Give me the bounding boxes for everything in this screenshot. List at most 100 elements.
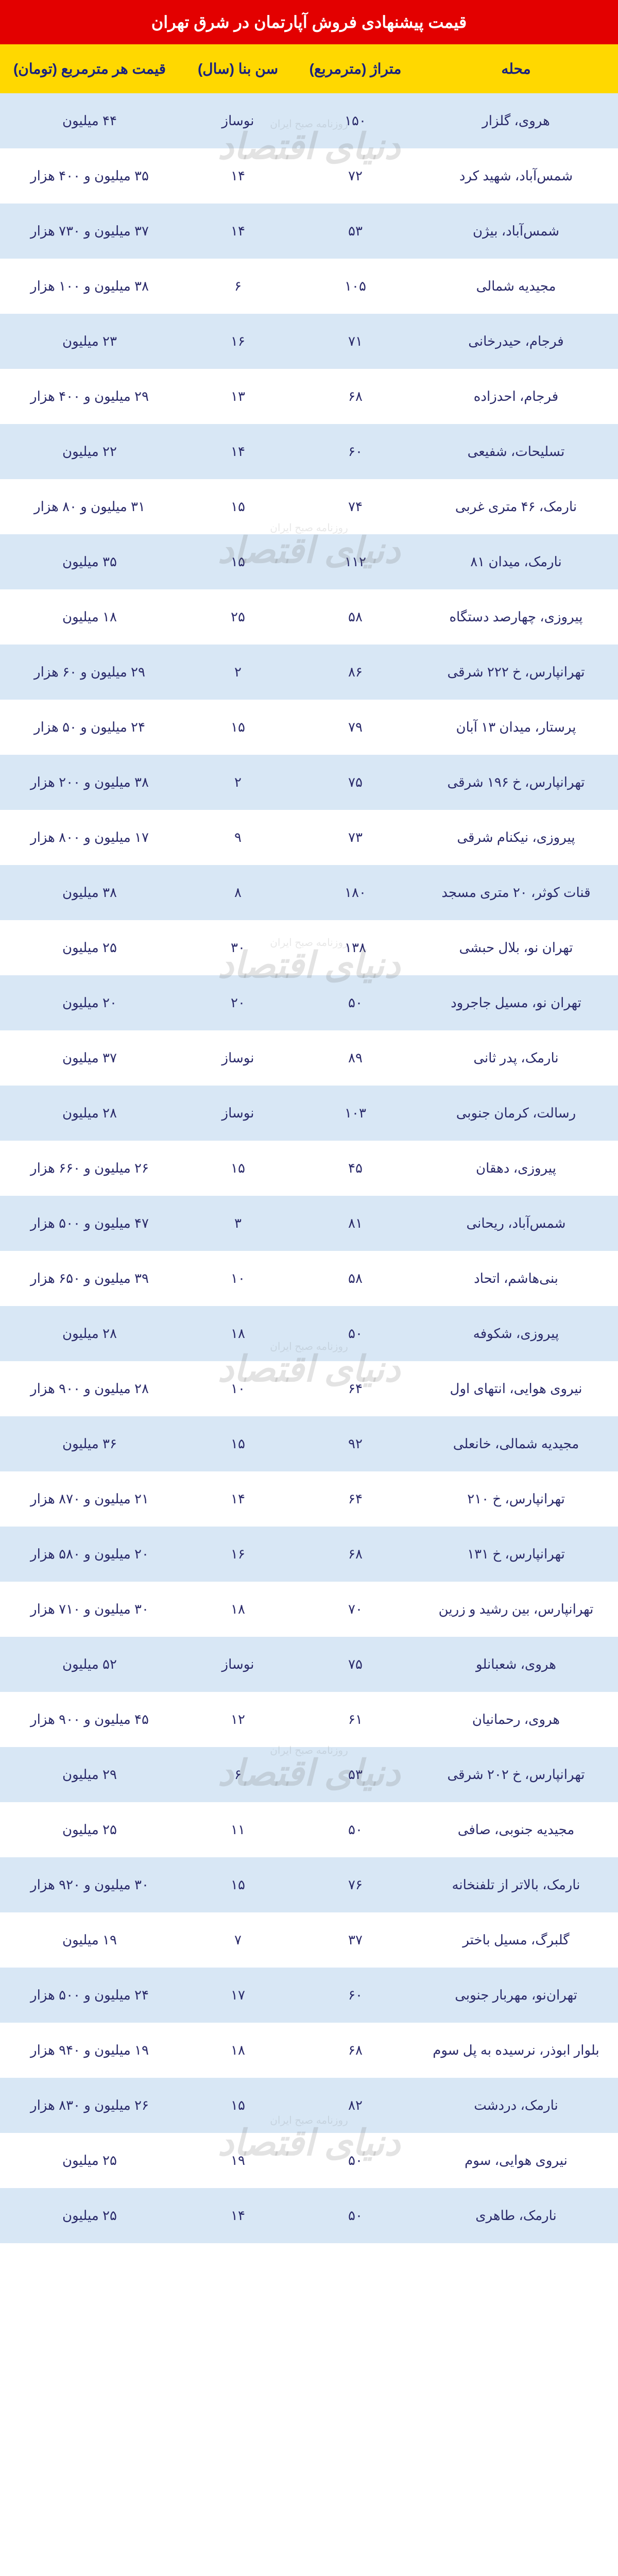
cell-gheymat: ۳۶ میلیون [0, 1416, 179, 1471]
table-row: مجیدیه جنوبی، صافی۵۰۱۱۲۵ میلیون [0, 1802, 618, 1857]
cell-mahalle: نیروی هوایی، سوم [414, 2133, 618, 2188]
cell-mahalle: تهرانپارس، خ ۱۹۶ شرقی [414, 755, 618, 810]
cell-gheymat: ۲۹ میلیون و ۶۰ هزار [0, 645, 179, 700]
cell-sen: ۱۴ [179, 2188, 297, 2243]
cell-gheymat: ۱۷ میلیون و ۸۰۰ هزار [0, 810, 179, 865]
cell-sen: نوساز [179, 93, 297, 148]
table-row: مجیدیه شمالی، خانعلی۹۲۱۵۳۶ میلیون [0, 1416, 618, 1471]
cell-mahalle: تهرانپارس، خ ۲۲۲ شرقی [414, 645, 618, 700]
cell-metrazh: ۷۳ [297, 810, 414, 865]
cell-sen: ۱۴ [179, 148, 297, 204]
cell-metrazh: ۴۵ [297, 1141, 414, 1196]
cell-metrazh: ۵۸ [297, 589, 414, 645]
cell-gheymat: ۲۲ میلیون [0, 424, 179, 479]
table-row: مجیدیه شمالی۱۰۵۶۳۸ میلیون و ۱۰۰ هزار [0, 259, 618, 314]
cell-metrazh: ۷۱ [297, 314, 414, 369]
table-row: پیروزی، نیکنام شرقی۷۳۹۱۷ میلیون و ۸۰۰ هز… [0, 810, 618, 865]
cell-mahalle: مجیدیه شمالی [414, 259, 618, 314]
cell-metrazh: ۶۴ [297, 1361, 414, 1416]
table-row: نارمک، طاهری۵۰۱۴۲۵ میلیون [0, 2188, 618, 2243]
cell-mahalle: بلوار ابوذر، نرسیده به پل سوم [414, 2023, 618, 2078]
cell-sen: ۱۴ [179, 424, 297, 479]
price-table: محله متراژ (مترمربع) سن بنا (سال) قیمت ه… [0, 44, 618, 2243]
table-row: نیروی هوایی، سوم۵۰۱۹۲۵ میلیون [0, 2133, 618, 2188]
table-row: پرستار، میدان ۱۳ آبان۷۹۱۵۲۴ میلیون و ۵۰ … [0, 700, 618, 755]
cell-mahalle: مجیدیه جنوبی، صافی [414, 1802, 618, 1857]
cell-sen: ۲۰ [179, 975, 297, 1030]
table-row: گلبرگ، مسیل باختر۳۷۷۱۹ میلیون [0, 1912, 618, 1968]
table-row: شمس‌آباد، ریحانی۸۱۳۴۷ میلیون و ۵۰۰ هزار [0, 1196, 618, 1251]
header-metrazh: متراژ (مترمربع) [297, 44, 414, 93]
cell-gheymat: ۲۴ میلیون و ۵۰۰ هزار [0, 1968, 179, 2023]
cell-metrazh: ۱۰۳ [297, 1086, 414, 1141]
cell-gheymat: ۲۸ میلیون و ۹۰۰ هزار [0, 1361, 179, 1416]
table-row: شمس‌آباد، بیژن۵۳۱۴۳۷ میلیون و ۷۳۰ هزار [0, 204, 618, 259]
cell-sen: ۱۰ [179, 1251, 297, 1306]
cell-sen: ۱۰ [179, 1361, 297, 1416]
cell-gheymat: ۳۱ میلیون و ۸۰ هزار [0, 479, 179, 534]
header-row: محله متراژ (مترمربع) سن بنا (سال) قیمت ه… [0, 44, 618, 93]
cell-mahalle: تهران نو، بلال حبشی [414, 920, 618, 975]
cell-metrazh: ۵۳ [297, 1747, 414, 1802]
cell-mahalle: تهرانپارس، خ ۱۳۱ [414, 1527, 618, 1582]
cell-mahalle: رسالت، کرمان جنوبی [414, 1086, 618, 1141]
cell-gheymat: ۳۷ میلیون [0, 1030, 179, 1086]
table-row: هروی، شعبانلو۷۵نوساز۵۲ میلیون [0, 1637, 618, 1692]
table-row: شمس‌آباد، شهید کرد۷۲۱۴۳۵ میلیون و ۴۰۰ هز… [0, 148, 618, 204]
cell-gheymat: ۴۴ میلیون [0, 93, 179, 148]
cell-metrazh: ۱۰۵ [297, 259, 414, 314]
cell-gheymat: ۳۵ میلیون [0, 534, 179, 589]
cell-metrazh: ۶۸ [297, 369, 414, 424]
cell-gheymat: ۲۰ میلیون [0, 975, 179, 1030]
cell-mahalle: شمس‌آباد، شهید کرد [414, 148, 618, 204]
cell-metrazh: ۷۵ [297, 755, 414, 810]
table-row: بنی‌هاشم، اتحاد۵۸۱۰۳۹ میلیون و ۶۵۰ هزار [0, 1251, 618, 1306]
table-row: تهران نو، بلال حبشی۱۳۸۳۰۲۵ میلیون [0, 920, 618, 975]
cell-metrazh: ۶۱ [297, 1692, 414, 1747]
cell-sen: ۱۶ [179, 1527, 297, 1582]
cell-gheymat: ۳۸ میلیون و ۱۰۰ هزار [0, 259, 179, 314]
cell-metrazh: ۵۰ [297, 1306, 414, 1361]
cell-metrazh: ۸۲ [297, 2078, 414, 2133]
cell-metrazh: ۶۴ [297, 1471, 414, 1527]
cell-metrazh: ۷۴ [297, 479, 414, 534]
cell-sen: ۳۰ [179, 920, 297, 975]
cell-mahalle: قنات کوثر، ۲۰ متری مسجد [414, 865, 618, 920]
cell-gheymat: ۳۵ میلیون و ۴۰۰ هزار [0, 148, 179, 204]
cell-gheymat: ۱۸ میلیون [0, 589, 179, 645]
cell-metrazh: ۸۶ [297, 645, 414, 700]
table-row: پیروزی، شکوفه۵۰۱۸۲۸ میلیون [0, 1306, 618, 1361]
table-row: تهرانپارس، بین رشید و زرین۷۰۱۸۳۰ میلیون … [0, 1582, 618, 1637]
cell-sen: ۱۸ [179, 1582, 297, 1637]
cell-gheymat: ۳۸ میلیون و ۲۰۰ هزار [0, 755, 179, 810]
cell-sen: ۷ [179, 1912, 297, 1968]
cell-gheymat: ۳۹ میلیون و ۶۵۰ هزار [0, 1251, 179, 1306]
cell-mahalle: هروی، رحمانیان [414, 1692, 618, 1747]
cell-mahalle: پیروزی، چهارصد دستگاه [414, 589, 618, 645]
cell-mahalle: شمس‌آباد، بیژن [414, 204, 618, 259]
cell-mahalle: نارمک، میدان ۸۱ [414, 534, 618, 589]
cell-mahalle: فرجام، حیدرخانی [414, 314, 618, 369]
cell-sen: ۶ [179, 1747, 297, 1802]
table-row: تهرانپارس، خ ۲۱۰۶۴۱۴۲۱ میلیون و ۸۷۰ هزار [0, 1471, 618, 1527]
table-row: نارمک، میدان ۸۱۱۱۲۱۵۳۵ میلیون [0, 534, 618, 589]
cell-sen: ۱۵ [179, 1857, 297, 1912]
cell-mahalle: هروی، گلزار [414, 93, 618, 148]
cell-mahalle: تهران نو، مسیل جاجرود [414, 975, 618, 1030]
cell-sen: ۸ [179, 865, 297, 920]
cell-sen: نوساز [179, 1030, 297, 1086]
cell-gheymat: ۳۰ میلیون و ۷۱۰ هزار [0, 1582, 179, 1637]
cell-metrazh: ۸۱ [297, 1196, 414, 1251]
header-sen: سن بنا (سال) [179, 44, 297, 93]
cell-gheymat: ۱۹ میلیون و ۹۴۰ هزار [0, 2023, 179, 2078]
cell-mahalle: نارمک، بالاتر از تلفنخانه [414, 1857, 618, 1912]
table-row: تهران‌نو، مهربار جنوبی۶۰۱۷۲۴ میلیون و ۵۰… [0, 1968, 618, 2023]
table-row: تهرانپارس، خ ۲۲۲ شرقی۸۶۲۲۹ میلیون و ۶۰ ه… [0, 645, 618, 700]
cell-gheymat: ۲۴ میلیون و ۵۰ هزار [0, 700, 179, 755]
cell-gheymat: ۱۹ میلیون [0, 1912, 179, 1968]
cell-sen: ۲ [179, 755, 297, 810]
cell-gheymat: ۲۹ میلیون [0, 1747, 179, 1802]
cell-gheymat: ۳۰ میلیون و ۹۲۰ هزار [0, 1857, 179, 1912]
cell-metrazh: ۷۰ [297, 1582, 414, 1637]
table-row: تهرانپارس، خ ۱۹۶ شرقی۷۵۲۳۸ میلیون و ۲۰۰ … [0, 755, 618, 810]
